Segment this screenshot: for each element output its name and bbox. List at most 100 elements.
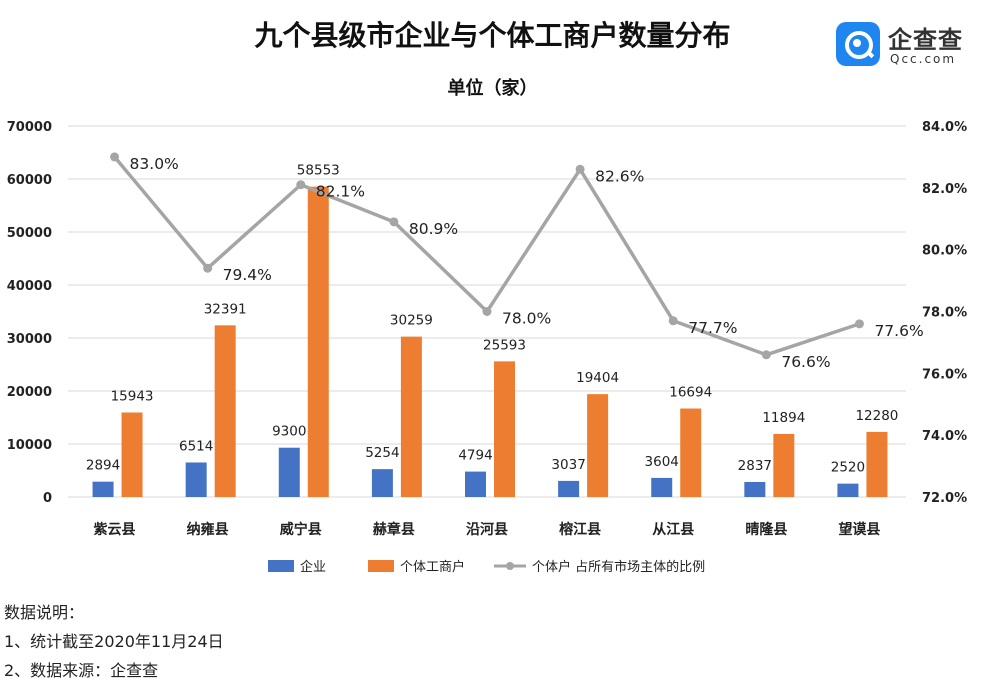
notes-heading: 数据说明： bbox=[4, 603, 85, 622]
notes-item: 1、统计截至2020年11月24日 bbox=[4, 632, 224, 651]
logo-name-cn: 企查查 bbox=[888, 26, 963, 54]
ratio-point bbox=[203, 263, 213, 273]
legend-label: 企业 bbox=[300, 559, 326, 575]
y-axis-left: 0 10000 20000 30000 40000 50000 60000 70000 bbox=[7, 120, 52, 506]
bar-data-label: 5254 bbox=[365, 445, 399, 461]
y-right-tick-label: 72.0% bbox=[922, 491, 967, 506]
bar-enterprise bbox=[185, 462, 207, 497]
bar-data-label: 3037 bbox=[551, 457, 585, 473]
x-tick-label: 望谟县 bbox=[838, 521, 880, 538]
x-tick-label: 赫章县 bbox=[373, 521, 415, 538]
bar-data-label: 6514 bbox=[179, 438, 213, 454]
x-tick-label: 晴隆县 bbox=[745, 521, 787, 538]
ratio-data-label: 77.6% bbox=[874, 322, 923, 340]
bar-individual bbox=[214, 325, 236, 497]
bar-individual bbox=[866, 431, 888, 497]
ratio-data-label: 78.0% bbox=[502, 310, 551, 328]
x-tick-label: 从江县 bbox=[652, 521, 694, 538]
notes-item: 2、数据来源：企查查 bbox=[4, 661, 159, 680]
legend-swatch bbox=[368, 560, 394, 572]
ratio-point bbox=[668, 316, 678, 326]
data-notes: 数据说明： 1、统计截至2020年11月24日 2、数据来源：企查查 bbox=[4, 598, 224, 685]
bar-data-label: 2894 bbox=[86, 458, 120, 474]
bar-data-label: 2837 bbox=[738, 458, 772, 474]
brand-logo: 企查查 Qcc.com bbox=[836, 22, 976, 72]
ratio-data-label: 77.7% bbox=[688, 319, 737, 337]
ratio-data-label: 82.1% bbox=[316, 183, 365, 201]
ratio-point bbox=[110, 152, 120, 162]
logo-name-en: Qcc.com bbox=[890, 52, 957, 66]
ratio-point bbox=[575, 164, 585, 174]
data-labels: 2894 6514 9300 5254 4794 3037 3604 2837 2520 1594… bbox=[86, 155, 924, 476]
ratio-point bbox=[854, 319, 864, 329]
ratio-data-label: 76.6% bbox=[781, 353, 830, 371]
bar-data-label: 32391 bbox=[204, 301, 247, 317]
bar-data-label: 16694 bbox=[669, 385, 712, 401]
bar-individual bbox=[680, 408, 702, 497]
bar-data-label: 9300 bbox=[272, 424, 306, 440]
line-series bbox=[110, 152, 864, 360]
y-left-tick-label: 40000 bbox=[7, 279, 52, 294]
y-left-tick-label: 60000 bbox=[7, 173, 52, 188]
ratio-data-label: 80.9% bbox=[409, 220, 458, 238]
ratio-point bbox=[761, 350, 771, 360]
bar-individual bbox=[121, 412, 143, 497]
bar-data-label: 25593 bbox=[483, 337, 526, 353]
chart-subtitle: 单位（家） bbox=[447, 78, 538, 99]
bar-enterprise bbox=[92, 481, 114, 497]
ratio-point bbox=[389, 217, 399, 227]
ratio-point bbox=[296, 180, 306, 190]
bar-individual bbox=[494, 361, 515, 497]
x-tick-label: 榕江县 bbox=[559, 521, 601, 538]
y-right-tick-label: 82.0% bbox=[922, 182, 967, 197]
bar-enterprise bbox=[837, 483, 859, 497]
y-left-tick-label: 50000 bbox=[7, 226, 52, 241]
x-tick-label: 纳雍县 bbox=[187, 521, 229, 538]
bar-individual bbox=[773, 433, 795, 497]
bar-enterprise bbox=[278, 447, 300, 497]
y-right-tick-label: 78.0% bbox=[922, 306, 967, 321]
bar-enterprise bbox=[744, 481, 766, 497]
ratio-line bbox=[113, 155, 860, 357]
bar-data-label: 58553 bbox=[297, 163, 340, 179]
chart-canvas: 0 10000 20000 30000 40000 50000 60000 70000 72.… bbox=[7, 120, 967, 575]
chart-title: 九个县级市企业与个体工商户数量分布 bbox=[254, 19, 731, 52]
y-right-tick-label: 74.0% bbox=[922, 429, 967, 444]
bar-individual bbox=[307, 186, 329, 497]
x-tick-label: 紫云县 bbox=[94, 521, 136, 538]
y-left-tick-label: 70000 bbox=[7, 120, 52, 135]
legend-marker bbox=[506, 562, 514, 570]
bar-data-label: 11894 bbox=[762, 410, 805, 426]
y-left-tick-label: 20000 bbox=[7, 385, 52, 400]
bar-data-label: 12280 bbox=[855, 408, 898, 424]
ratio-data-label: 79.4% bbox=[223, 266, 272, 284]
ratio-data-label: 82.6% bbox=[595, 167, 644, 185]
grid-lines bbox=[68, 125, 906, 498]
qcc-logo-icon bbox=[836, 22, 880, 66]
bar-data-label: 19404 bbox=[576, 370, 619, 386]
x-axis: 紫云县 纳雍县 威宁县 赫章县 沿河县 榕江县 从江县 晴隆县 望谟县 bbox=[94, 521, 881, 538]
bar-enterprise bbox=[651, 477, 673, 497]
bar-enterprise bbox=[558, 480, 580, 497]
bar-data-label: 15943 bbox=[111, 389, 154, 405]
bar-individual bbox=[587, 394, 609, 497]
ratio-data-label: 83.0% bbox=[130, 155, 179, 173]
y-right-tick-label: 76.0% bbox=[922, 367, 967, 382]
y-right-tick-label: 80.0% bbox=[922, 244, 967, 259]
bar-data-label: 2520 bbox=[831, 460, 865, 476]
ratio-point bbox=[482, 307, 492, 316]
bar-data-label: 30259 bbox=[390, 313, 433, 329]
y-left-tick-label: 0 bbox=[43, 491, 52, 506]
legend-label: 个体户 占所有市场主体的比例 bbox=[532, 559, 705, 575]
bar-series bbox=[92, 186, 888, 497]
y-right-tick-label: 84.0% bbox=[922, 120, 967, 135]
legend-swatch bbox=[268, 560, 294, 572]
bar-data-label: 3604 bbox=[645, 454, 679, 470]
bar-enterprise bbox=[371, 469, 393, 497]
legend: 企业 个体工商户 个体户 占所有市场主体的比例 bbox=[268, 559, 705, 575]
legend-label: 个体工商户 bbox=[400, 559, 465, 575]
bar-individual bbox=[400, 336, 422, 497]
x-tick-label: 威宁县 bbox=[280, 521, 322, 538]
y-left-tick-label: 10000 bbox=[7, 438, 52, 453]
x-tick-label: 沿河县 bbox=[466, 521, 508, 538]
